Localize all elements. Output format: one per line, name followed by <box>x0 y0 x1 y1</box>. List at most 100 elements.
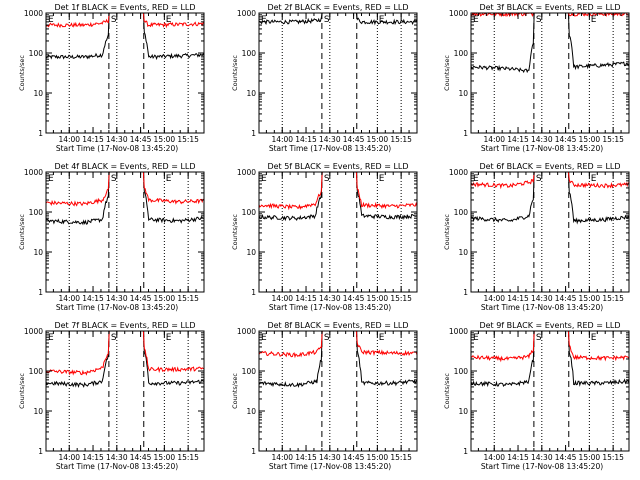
y-axis-label: Counts/sec <box>18 55 26 91</box>
marker-sunset: E <box>379 174 385 184</box>
x-tick-label: 14:15 <box>295 453 317 462</box>
x-tick-label: 14:30 <box>319 453 341 462</box>
x-tick-label: 14:45 <box>555 135 577 144</box>
y-tick-label: 100 <box>454 49 469 58</box>
y-tick-label: 100 <box>29 49 44 58</box>
y-tick-label: 1 <box>463 129 468 138</box>
x-tick-label: 14:00 <box>58 453 80 462</box>
events-series-line <box>259 331 417 389</box>
marker-start-e: E <box>261 174 267 184</box>
x-tick-label: 14:00 <box>58 135 80 144</box>
x-tick-label: 14:15 <box>507 453 529 462</box>
x-tick-label: 15:00 <box>154 453 176 462</box>
x-tick-label: 14:45 <box>343 135 365 144</box>
y-tick-label: 10 <box>33 89 43 98</box>
x-tick-label: 15:15 <box>390 294 412 303</box>
x-tick-label: 15:15 <box>177 294 199 303</box>
y-tick-label: 1000 <box>24 327 43 336</box>
x-tick-label: 14:45 <box>130 294 152 303</box>
marker-sunset: E <box>379 15 385 25</box>
x-tick-label: 15:00 <box>367 135 389 144</box>
lld-series-line <box>471 172 629 190</box>
lld-series-line <box>471 331 629 363</box>
marker-sunset: E <box>166 174 172 184</box>
events-series-line <box>46 331 204 389</box>
y-tick-label: 10 <box>458 407 468 416</box>
y-tick-label: 10 <box>246 89 256 98</box>
y-axis-label: Counts/sec <box>18 373 26 409</box>
x-axis-label: Start Time (17-Nov-08 13:45:20) <box>56 144 178 153</box>
x-tick-label: 14:00 <box>271 294 293 303</box>
y-tick-label: 1 <box>38 288 43 297</box>
x-tick-label: 14:00 <box>58 294 80 303</box>
y-tick-label: 1000 <box>24 168 43 177</box>
x-axis-label: Start Time (17-Nov-08 13:45:20) <box>481 144 603 153</box>
x-tick-label: 14:30 <box>531 294 553 303</box>
events-series-line <box>471 13 629 74</box>
x-tick-label: 14:45 <box>343 453 365 462</box>
marker-sunset: E <box>166 333 172 343</box>
lld-series-line <box>471 13 629 18</box>
marker-sunrise: S <box>111 15 117 25</box>
lld-series-line <box>46 13 204 29</box>
x-axis-label: Start Time (17-Nov-08 13:45:20) <box>481 303 603 312</box>
marker-sunrise: S <box>536 174 542 184</box>
x-axis-label: Start Time (17-Nov-08 13:45:20) <box>269 144 391 153</box>
events-series-line <box>471 331 629 388</box>
lld-series-line <box>46 172 204 207</box>
events-series-line <box>46 172 204 226</box>
x-tick-label: 14:45 <box>555 453 577 462</box>
events-series-line <box>471 172 629 225</box>
x-tick-label: 14:00 <box>271 135 293 144</box>
marker-sunrise: S <box>111 333 117 343</box>
x-tick-label: 14:00 <box>483 453 505 462</box>
marker-sunset: E <box>379 333 385 343</box>
x-tick-label: 15:15 <box>602 453 624 462</box>
marker-sunrise: S <box>111 174 117 184</box>
y-tick-label: 1000 <box>449 327 468 336</box>
marker-sunrise: S <box>324 333 330 343</box>
x-tick-label: 14:45 <box>555 294 577 303</box>
y-tick-label: 100 <box>242 49 257 58</box>
x-tick-label: 14:00 <box>271 453 293 462</box>
x-tick-label: 14:00 <box>483 135 505 144</box>
y-tick-label: 1000 <box>237 168 256 177</box>
x-tick-label: 15:00 <box>154 294 176 303</box>
y-tick-label: 1 <box>251 129 256 138</box>
y-tick-label: 100 <box>454 367 469 376</box>
marker-start-e: E <box>48 174 54 184</box>
lld-series-line <box>46 331 204 376</box>
x-tick-label: 15:15 <box>177 453 199 462</box>
x-tick-label: 14:45 <box>343 294 365 303</box>
panel-title: Det 6f BLACK = Events, RED = LLD <box>479 162 620 171</box>
x-tick-label: 14:15 <box>82 453 104 462</box>
x-tick-label: 14:15 <box>295 294 317 303</box>
x-tick-label: 15:00 <box>579 453 601 462</box>
x-tick-label: 14:30 <box>106 294 128 303</box>
marker-start-e: E <box>473 174 479 184</box>
x-tick-label: 14:15 <box>507 294 529 303</box>
y-tick-label: 100 <box>242 208 257 217</box>
x-tick-label: 14:30 <box>319 294 341 303</box>
marker-sunrise: S <box>324 174 330 184</box>
y-tick-label: 1000 <box>449 168 468 177</box>
x-tick-label: 15:00 <box>579 135 601 144</box>
marker-sunset: E <box>591 15 597 25</box>
panel-title: Det 5f BLACK = Events, RED = LLD <box>267 162 408 171</box>
y-tick-label: 100 <box>242 367 257 376</box>
x-tick-label: 15:15 <box>602 294 624 303</box>
x-tick-label: 15:00 <box>154 135 176 144</box>
y-axis-label: Counts/sec <box>443 55 451 91</box>
marker-sunrise: S <box>324 15 330 25</box>
x-tick-label: 14:30 <box>531 453 553 462</box>
events-series-line <box>46 13 204 61</box>
y-tick-label: 1 <box>251 288 256 297</box>
x-tick-label: 14:15 <box>507 135 529 144</box>
x-tick-label: 15:15 <box>390 453 412 462</box>
marker-sunset: E <box>591 333 597 343</box>
marker-start-e: E <box>261 15 267 25</box>
x-tick-label: 15:15 <box>602 135 624 144</box>
x-tick-label: 14:45 <box>130 453 152 462</box>
x-tick-label: 14:30 <box>319 135 341 144</box>
